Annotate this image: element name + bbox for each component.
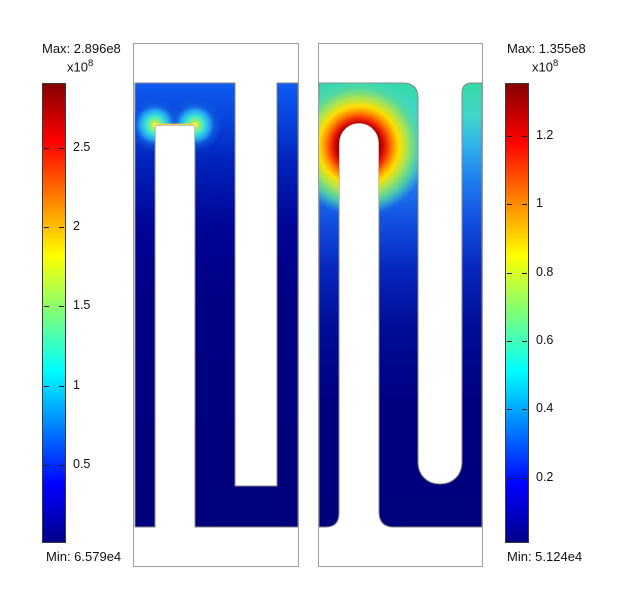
colorbar-right-tick-mark	[522, 135, 527, 137]
colorbar-left-tick-mark	[59, 226, 64, 228]
colorbar-right-tick-mark	[507, 203, 512, 205]
colorbar-right-tick-label-1.2: 1.2	[536, 128, 554, 142]
panel-sharp-corner-plot	[133, 43, 299, 567]
colorbar-left-gradient-bar	[42, 83, 66, 543]
colorbar-left-exponent-label: x108	[67, 58, 93, 74]
colorbar-right-tick-mark	[522, 203, 527, 205]
colorbar-right-tick-mark	[507, 135, 512, 137]
colorbar-right-tick-label-0.6: 0.6	[536, 333, 554, 347]
colorbar-right-exponent-label: x108	[532, 58, 558, 74]
colorbar-left-tick-mark	[59, 305, 64, 307]
material-sharp-serpentine	[134, 82, 299, 528]
colorbar-left-tick-mark	[59, 464, 64, 466]
colorbar-right-tick-mark	[522, 272, 527, 274]
plot-frame-left	[133, 43, 299, 567]
panel-filleted-plot	[318, 43, 483, 567]
exponent-power: 8	[87, 58, 94, 69]
colorbar-left-tick-mark	[44, 147, 49, 149]
colorbar-left-tick-mark	[44, 226, 49, 228]
colorbar-right-tick-label-0.2: 0.2	[536, 470, 554, 484]
hotspot-peak-dot	[152, 122, 158, 128]
colorbar-left-tick-label-0.5: 0.5	[73, 457, 91, 471]
colorbar-left-tick-label-1.5: 1.5	[73, 298, 91, 312]
colorbar-right-gradient-bar	[505, 83, 529, 543]
colorbar-right-tick-mark	[507, 408, 512, 410]
colorbar-left-min-label: Min: 6.579e4	[46, 549, 122, 564]
colorbar-left-max-label: Max: 2.896e8	[42, 41, 121, 56]
colorbar-left-tick-mark	[59, 147, 64, 149]
hotspot-peak-dot	[192, 122, 198, 128]
colorbar-right-tick-mark	[507, 272, 512, 274]
colorbar-left-tick-mark	[44, 305, 49, 307]
colorbar-right-tick-mark	[522, 340, 527, 342]
colorbar-left-tick-mark	[59, 385, 64, 387]
colorbar-left-tick-label-2.5: 2.5	[73, 140, 91, 154]
exponent-base: x10	[67, 59, 88, 75]
colorbar-right-tick-mark	[522, 477, 527, 479]
colorbar-right-min-label: Min: 5.124e4	[507, 549, 583, 564]
colorbar-left-tick-label-2: 2	[73, 219, 80, 233]
stress-hotspot-sharp-corners	[135, 98, 222, 152]
colorbar-right-tick-mark	[507, 340, 512, 342]
exponent-power: 8	[552, 58, 559, 69]
colorbar-right-max-label: Max: 1.355e8	[507, 41, 586, 56]
colorbar-right: Max: 1.355e8 x108 Min: 5.124e4 1.2 1 0.8 0.…	[505, 41, 615, 599]
colorbar-right-tick-label-1: 1	[536, 196, 543, 210]
colorbar-right-tick-mark	[507, 477, 512, 479]
colorbar-left-tick-label-1: 1	[73, 378, 80, 392]
exponent-base: x10	[532, 59, 553, 75]
colorbar-right-tick-label-0.4: 0.4	[536, 401, 554, 415]
colorbar-left: Max: 2.896e8 x108 Min: 6.579e4 2.5 2 1.5 1 0…	[42, 41, 152, 599]
colorbar-right-tick-label-0.8: 0.8	[536, 265, 554, 279]
colorbar-left-tick-mark	[44, 385, 49, 387]
plot-frame-right	[318, 43, 483, 567]
colorbar-right-tick-mark	[522, 408, 527, 410]
colorbar-left-tick-mark	[44, 464, 49, 466]
